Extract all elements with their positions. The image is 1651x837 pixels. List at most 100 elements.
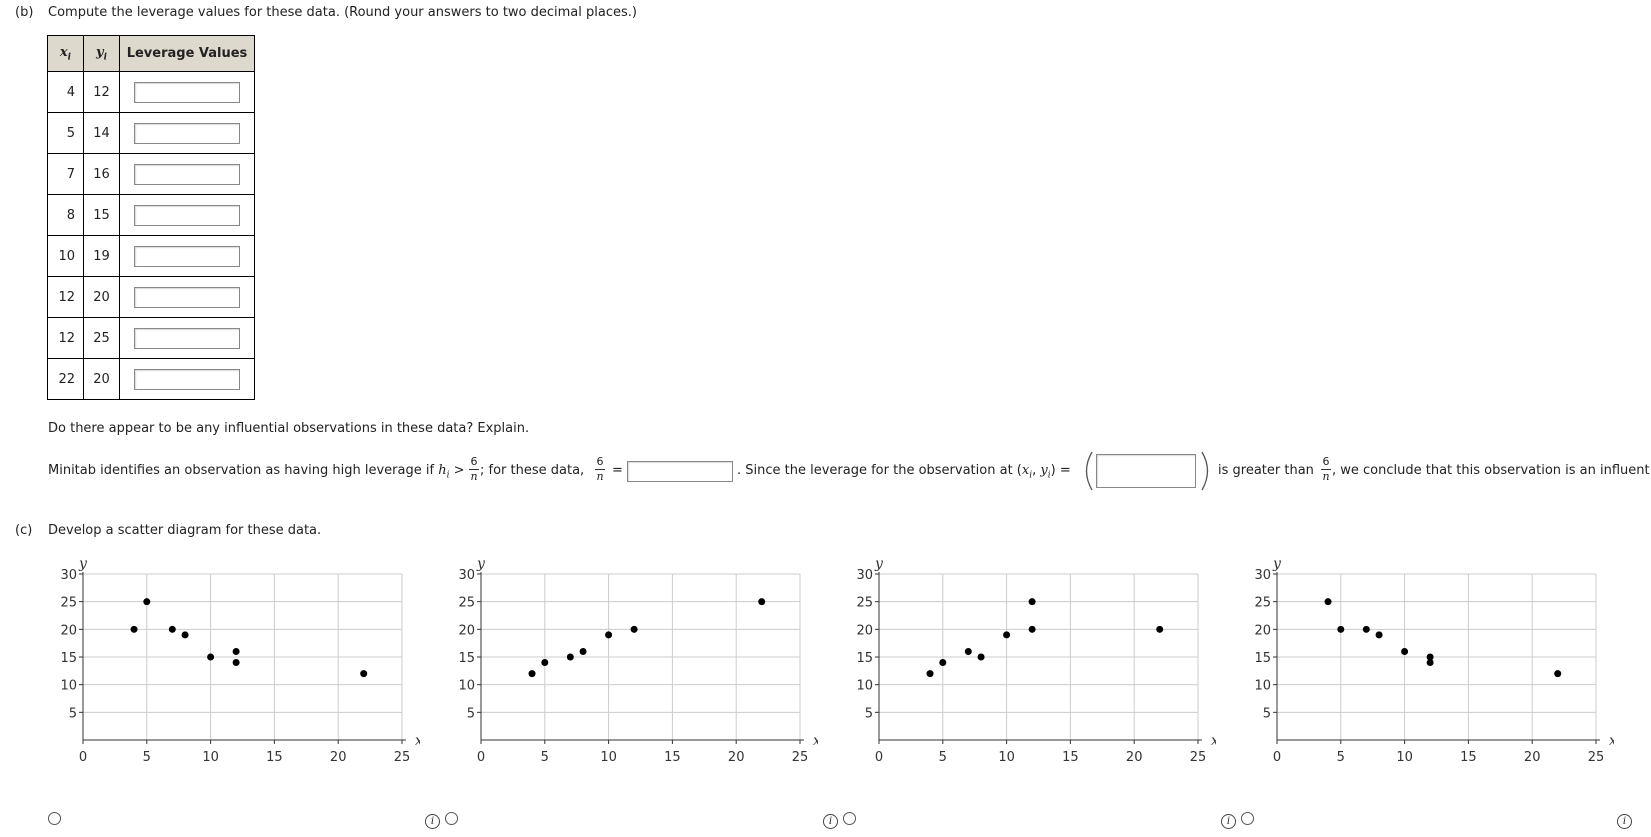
x-value: 10 xyxy=(47,235,84,277)
info-icon[interactable]: i xyxy=(1221,814,1236,829)
grid xyxy=(83,573,403,740)
y-tick-label: 15 xyxy=(1254,651,1271,666)
leverage-input[interactable] xyxy=(134,245,240,267)
x-value: 22 xyxy=(47,358,84,400)
table-row: 12 25 xyxy=(47,317,255,359)
data-point xyxy=(1375,631,1383,639)
x-tick-label: 5 xyxy=(939,750,947,765)
data-point xyxy=(758,598,766,606)
radio-option-1[interactable] xyxy=(48,812,61,825)
x-tick-label: 10 xyxy=(202,750,219,765)
x-value: 4 xyxy=(47,71,84,113)
y-tick-label: 10 xyxy=(60,679,77,694)
y-tick-label: 10 xyxy=(856,679,873,694)
y-tick-label: 30 xyxy=(458,568,475,583)
data-point xyxy=(1028,598,1036,606)
part-b-label: (b) xyxy=(15,5,34,20)
x-value: 12 xyxy=(47,276,84,318)
y-tick-label: 5 xyxy=(865,706,873,721)
y-tick-label: 15 xyxy=(458,651,475,666)
table-row: 4 12 xyxy=(47,71,255,113)
left-paren xyxy=(1085,451,1093,491)
y-tick-label: 30 xyxy=(60,568,77,583)
x-axis-label: x xyxy=(813,733,818,749)
part-c-label: (c) xyxy=(15,523,33,538)
x-axis-label: x xyxy=(1609,733,1614,749)
y-tick-label: 10 xyxy=(1254,679,1271,694)
info-icon[interactable]: i xyxy=(1617,814,1632,829)
data-point xyxy=(1426,653,1434,661)
leverage-input[interactable] xyxy=(134,163,240,185)
data-point xyxy=(579,647,587,655)
x-tick-label: 5 xyxy=(143,750,151,765)
leverage-cell xyxy=(119,112,255,154)
x-tick-label: 20 xyxy=(1126,750,1143,765)
leverage-cell xyxy=(119,235,255,277)
x-tick-label: 25 xyxy=(394,750,411,765)
radio-option-4[interactable] xyxy=(1241,812,1254,825)
y-axis-label: y xyxy=(476,556,486,572)
data-point xyxy=(207,653,215,661)
data-point xyxy=(964,647,972,655)
y-value: 12 xyxy=(83,71,120,113)
x-tick-label: 0 xyxy=(79,750,87,765)
y-value: 20 xyxy=(83,276,120,318)
y-tick-label: 5 xyxy=(1263,706,1271,721)
y-tick-label: 25 xyxy=(458,596,475,611)
data-point xyxy=(1337,625,1345,633)
y-value: 14 xyxy=(83,112,120,154)
leverage-table: xi yi Leverage Values 4 12 5 14 7 16 8 15 10 19 12… xyxy=(47,35,255,400)
radio-option-3[interactable] xyxy=(843,812,856,825)
y-tick-label: 30 xyxy=(1254,568,1271,583)
table-row: 7 16 xyxy=(47,153,255,195)
part-b-prompt: Compute the leverage values for these da… xyxy=(48,5,637,20)
y-tick-label: 20 xyxy=(458,623,475,638)
y-tick-label: 20 xyxy=(60,623,77,638)
data-point xyxy=(1324,598,1332,606)
data-point xyxy=(360,670,368,678)
scatter-chart-4[interactable]: 0 5 10 15 20 25 5 10 15 20 25 30 x y xyxy=(1194,550,1614,820)
y-tick-label: 5 xyxy=(69,706,77,721)
leverage-input[interactable] xyxy=(134,204,240,226)
scatter-chart-1[interactable]: 0 5 10 15 20 25 5 10 15 20 25 30 x y xyxy=(0,550,420,820)
data-point xyxy=(605,631,613,639)
x-tick-label: 10 xyxy=(1396,750,1413,765)
x-tick-label: 15 xyxy=(1460,750,1477,765)
scatter-chart-2[interactable]: 0 5 10 15 20 25 5 10 15 20 25 30 x y xyxy=(398,550,818,820)
leverage-input[interactable] xyxy=(134,81,240,103)
data-point xyxy=(528,670,536,678)
minitab-text-1: Minitab identifies an observation as hav… xyxy=(48,463,465,481)
x-value: 5 xyxy=(47,112,84,154)
x-tick-label: 0 xyxy=(875,750,883,765)
scatter-chart-3[interactable]: 0 5 10 15 20 25 5 10 15 20 25 30 x y xyxy=(796,550,1216,820)
data-point xyxy=(1156,625,1164,633)
table-row: 12 20 xyxy=(47,276,255,318)
leverage-input[interactable] xyxy=(134,368,240,390)
leverage-input[interactable] xyxy=(134,327,240,349)
x-tick-label: 25 xyxy=(1190,750,1207,765)
y-value: 15 xyxy=(83,194,120,236)
leverage-cell xyxy=(119,317,255,359)
x-tick-label: 0 xyxy=(1273,750,1281,765)
threshold-input[interactable] xyxy=(627,461,733,482)
y-tick-label: 15 xyxy=(856,651,873,666)
col-header-x: xi xyxy=(47,35,84,72)
col-header-y: yi xyxy=(83,35,120,72)
table-row: 8 15 xyxy=(47,194,255,236)
info-icon[interactable]: i xyxy=(425,814,440,829)
data-point xyxy=(977,653,985,661)
leverage-input[interactable] xyxy=(134,286,240,308)
data-point xyxy=(168,625,176,633)
x-tick-label: 5 xyxy=(1337,750,1345,765)
observation-input[interactable] xyxy=(1096,454,1196,488)
radio-option-2[interactable] xyxy=(445,812,458,825)
x-tick-label: 20 xyxy=(1524,750,1541,765)
leverage-input[interactable] xyxy=(134,122,240,144)
minitab-text-2: ; for these data, xyxy=(480,463,585,478)
leverage-cell xyxy=(119,71,255,113)
x-value: 7 xyxy=(47,153,84,195)
x-axis-label: x xyxy=(1211,733,1216,749)
y-tick-label: 25 xyxy=(1254,596,1271,611)
info-icon[interactable]: i xyxy=(823,814,838,829)
